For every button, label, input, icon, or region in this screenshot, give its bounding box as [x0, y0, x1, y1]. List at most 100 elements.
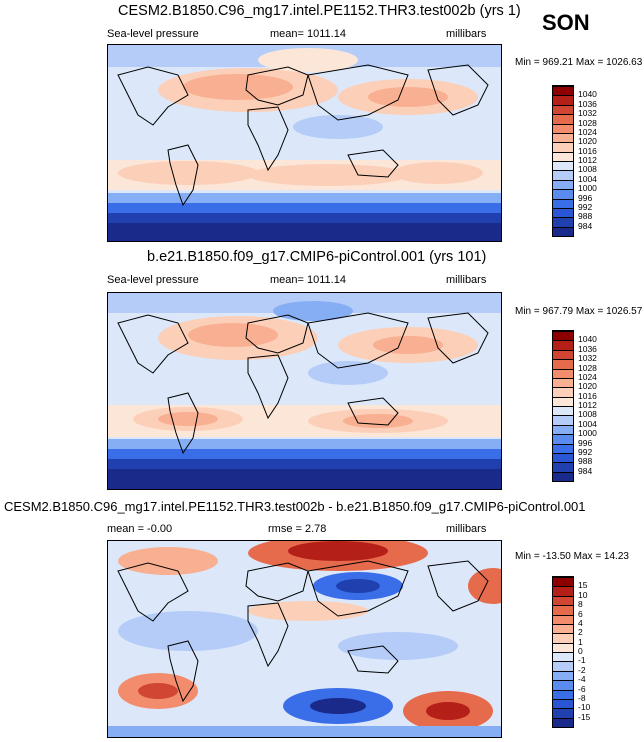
colorbar-tick-label: 1008: [578, 409, 597, 420]
colorbar-tick-label: -4: [578, 674, 586, 685]
colorbar-tick-label: -1: [578, 655, 586, 666]
colorbar-tick-label: 1028: [578, 362, 597, 373]
colorbar-tick-label: 1024: [578, 371, 597, 382]
panel2-map: [107, 292, 502, 490]
panel3-map: [107, 540, 502, 738]
colorbar-tick-label: 15: [578, 580, 588, 591]
colorbar-tick-label: 1000: [578, 183, 597, 194]
colorbar-tick-label: 992: [578, 201, 593, 212]
colorbar-tick-label: 0: [578, 646, 583, 656]
colorbar-tick-label: 1008: [578, 164, 597, 175]
colorbar-tick-label: 988: [578, 456, 593, 467]
colorbar-swatch: [553, 642, 573, 652]
colorbar-tick-label: 1004: [578, 173, 597, 184]
colorbar-tick-label: 1020: [578, 136, 597, 147]
panel1-units-label: millibars: [446, 28, 487, 40]
colorbar-tick-label: 1028: [578, 117, 597, 128]
panel1-colorbar: [552, 85, 574, 237]
colorbar-swatch: [553, 377, 573, 388]
season-label: SON: [542, 10, 590, 35]
colorbar-tick-label: 996: [578, 437, 593, 448]
colorbar-swatch: [553, 577, 573, 587]
panel3-minmax: Min = -13.50 Max = 14.23: [515, 551, 629, 562]
colorbar-swatch: [553, 623, 573, 634]
panel3-rmse-label: rmse = 2.78: [268, 523, 327, 535]
panel1-mean-label: mean= 1011.14: [270, 28, 346, 40]
colorbar-swatch: [553, 661, 573, 671]
colorbar-swatch: [553, 434, 573, 444]
colorbar-swatch: [553, 207, 573, 218]
colorbar-swatch: [553, 217, 573, 227]
colorbar-swatch: [553, 633, 573, 643]
colorbar-swatch: [553, 359, 573, 369]
colorbar-tick-label: 1040: [578, 334, 597, 345]
colorbar-swatch: [553, 226, 573, 236]
colorbar-tick-label: 4: [578, 617, 583, 628]
colorbar-swatch: [553, 605, 573, 615]
colorbar-tick-label: 1000: [578, 428, 597, 439]
panel1-map-field: [108, 45, 501, 241]
colorbar-swatch: [553, 595, 573, 606]
colorbar-tick-label: 2: [578, 627, 583, 638]
colorbar-tick-label: 1016: [578, 390, 597, 401]
colorbar-swatch: [553, 708, 573, 718]
colorbar-swatch: [553, 198, 573, 208]
panel1-map: [107, 44, 502, 242]
colorbar-swatch: [553, 114, 573, 124]
panel1-title: CESM2.B1850.C96_mg17.intel.PE1152.THR3.t…: [118, 3, 521, 19]
panel3-units-label: millibars: [446, 523, 487, 535]
colorbar-tick-label: 1040: [578, 89, 597, 100]
panel2-minmax: Min = 967.79 Max = 1026.57: [515, 306, 643, 317]
colorbar-swatch: [553, 396, 573, 406]
colorbar-swatch: [553, 331, 573, 341]
panel2-title: b.e21.B1850.f09_g17.CMIP6-piControl.001 …: [147, 249, 487, 265]
colorbar-swatch: [553, 471, 573, 481]
colorbar-swatch: [553, 95, 573, 105]
panel3-mean-label: mean = -0.00: [107, 523, 173, 535]
colorbar-tick-label: 1032: [578, 353, 597, 364]
panel2-mean-label: mean= 1011.14: [270, 274, 346, 286]
colorbar-swatch: [553, 189, 573, 199]
panel2-map-field: [108, 293, 501, 489]
panel2-variable-label: Sea-level pressure: [107, 274, 199, 286]
colorbar-tick-label: -6: [578, 683, 586, 694]
colorbar-tick-label: -8: [578, 692, 586, 703]
colorbar-tick-label: 1032: [578, 108, 597, 119]
colorbar-swatch: [553, 614, 573, 624]
colorbar-tick-label: 6: [578, 608, 583, 619]
colorbar-tick-label: 1016: [578, 145, 597, 156]
colorbar-swatch: [553, 680, 573, 690]
colorbar-tick-label: 1012: [578, 400, 597, 410]
colorbar-tick-label: 984: [578, 465, 593, 476]
colorbar-swatch: [553, 462, 573, 472]
colorbar-swatch: [553, 415, 573, 425]
colorbar-swatch: [553, 132, 573, 143]
panel1-minmax: Min = 969.21 Max = 1026.63: [515, 57, 643, 68]
colorbar-swatch: [553, 652, 573, 662]
colorbar-tick-label: 1024: [578, 126, 597, 137]
colorbar-swatch: [553, 698, 573, 709]
colorbar-swatch: [553, 161, 573, 171]
panel2-colorbar: [552, 330, 574, 482]
colorbar-tick-label: 1036: [578, 98, 597, 109]
colorbar-tick-label: 1036: [578, 343, 597, 354]
colorbar-tick-label: 1012: [578, 155, 597, 165]
colorbar-tick-label: -15: [578, 711, 591, 722]
colorbar-swatch: [553, 151, 573, 161]
colorbar-swatch: [553, 443, 573, 453]
colorbar-swatch: [553, 142, 573, 152]
panel2-units-label: millibars: [446, 274, 487, 286]
colorbar-tick-label: 10: [578, 589, 588, 600]
colorbar-tick-label: 8: [578, 599, 583, 610]
colorbar-tick-label: 988: [578, 211, 593, 222]
colorbar-swatch: [553, 387, 573, 397]
panel1-variable-label: Sea-level pressure: [107, 28, 199, 40]
colorbar-tick-label: -10: [578, 702, 591, 713]
panel3-colorbar: [552, 576, 574, 728]
colorbar-swatch: [553, 123, 573, 133]
colorbar-swatch: [553, 340, 573, 350]
colorbar-swatch: [553, 670, 573, 681]
colorbar-tick-label: 1: [578, 636, 583, 647]
colorbar-swatch: [553, 349, 573, 360]
colorbar-swatch: [553, 717, 573, 727]
